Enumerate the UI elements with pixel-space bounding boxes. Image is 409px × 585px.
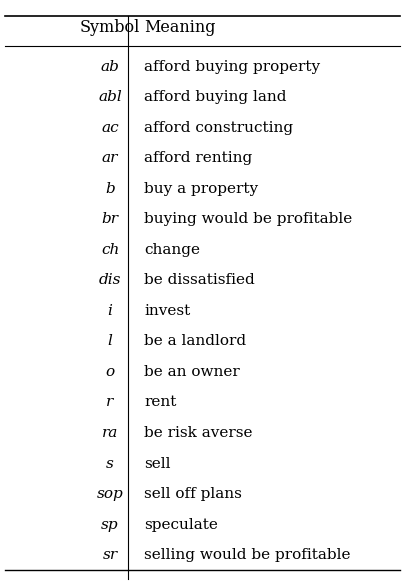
- Text: r: r: [106, 395, 114, 410]
- Text: sop: sop: [97, 487, 124, 501]
- Text: be a landlord: be a landlord: [144, 335, 246, 349]
- Text: ra: ra: [102, 426, 118, 440]
- Text: afford constructing: afford constructing: [144, 121, 293, 135]
- Text: ar: ar: [102, 151, 118, 165]
- Text: i: i: [108, 304, 112, 318]
- Text: ab: ab: [101, 60, 119, 74]
- Text: invest: invest: [144, 304, 191, 318]
- Text: rent: rent: [144, 395, 177, 410]
- Text: sell off plans: sell off plans: [144, 487, 242, 501]
- Text: abl: abl: [98, 90, 122, 104]
- Text: afford renting: afford renting: [144, 151, 252, 165]
- Text: be an owner: be an owner: [144, 365, 240, 379]
- Text: ch: ch: [101, 243, 119, 257]
- Text: change: change: [144, 243, 200, 257]
- Text: b: b: [105, 182, 115, 195]
- Text: Meaning: Meaning: [144, 19, 216, 36]
- Text: o: o: [106, 365, 115, 379]
- Text: buying would be profitable: buying would be profitable: [144, 212, 353, 226]
- Text: selling would be profitable: selling would be profitable: [144, 548, 351, 562]
- Text: speculate: speculate: [144, 518, 218, 532]
- Text: buy a property: buy a property: [144, 182, 258, 195]
- Text: sell: sell: [144, 456, 171, 470]
- Text: l: l: [108, 335, 112, 349]
- Text: be dissatisfied: be dissatisfied: [144, 273, 255, 287]
- Text: br: br: [101, 212, 119, 226]
- Text: ac: ac: [101, 121, 119, 135]
- Text: sr: sr: [103, 548, 118, 562]
- Text: afford buying property: afford buying property: [144, 60, 320, 74]
- Text: Symbol: Symbol: [80, 19, 140, 36]
- Text: dis: dis: [99, 273, 121, 287]
- Text: be risk averse: be risk averse: [144, 426, 253, 440]
- Text: s: s: [106, 456, 114, 470]
- Text: afford buying land: afford buying land: [144, 90, 287, 104]
- Text: sp: sp: [101, 518, 119, 532]
